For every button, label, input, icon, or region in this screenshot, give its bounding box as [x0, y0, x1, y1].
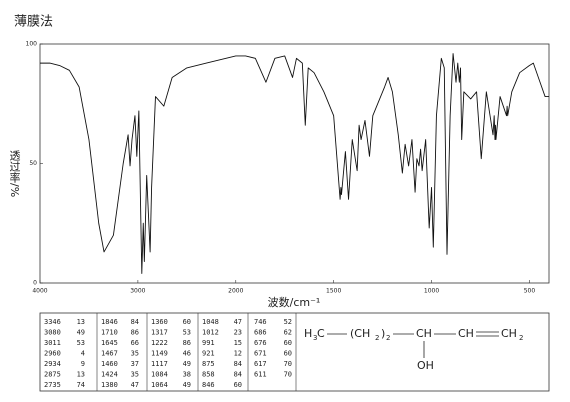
peak-wavenumber: 1467 — [101, 350, 118, 358]
formula-part: 3 — [313, 334, 317, 342]
peak-wavenumber: 3011 — [44, 339, 61, 347]
peak-transmittance: 70 — [284, 371, 292, 379]
peak-transmittance: 49 — [183, 381, 191, 389]
peak-transmittance: 60 — [284, 339, 292, 347]
peak-transmittance: 35 — [131, 371, 139, 379]
peak-transmittance: 53 — [183, 329, 191, 337]
peak-transmittance: 60 — [234, 381, 242, 389]
y-axis-label: 透过率/% — [8, 150, 21, 197]
peak-wavenumber: 1222 — [151, 339, 168, 347]
peak-wavenumber: 3346 — [44, 318, 61, 326]
x-tick-label: 4000 — [32, 288, 47, 295]
peak-wavenumber: 1460 — [101, 360, 118, 368]
peak-transmittance: 13 — [77, 318, 85, 326]
formula-part: 2 — [519, 334, 523, 342]
peak-wavenumber: 3080 — [44, 329, 61, 337]
peak-wavenumber: 1084 — [151, 371, 168, 379]
peak-wavenumber: 846 — [202, 381, 215, 389]
peak-transmittance: 49 — [183, 360, 191, 368]
peak-wavenumber: 1710 — [101, 329, 118, 337]
peak-transmittance: 12 — [234, 350, 242, 358]
peak-transmittance: 74 — [77, 381, 85, 389]
peak-transmittance: 9 — [81, 360, 85, 368]
formula-part: CH — [501, 327, 517, 340]
peak-wavenumber: 2960 — [44, 350, 61, 358]
peak-transmittance: 84 — [234, 371, 242, 379]
peak-transmittance: 86 — [131, 329, 139, 337]
peak-transmittance: 47 — [234, 318, 242, 326]
peak-transmittance: 52 — [284, 318, 292, 326]
y-tick-label: 0 — [33, 280, 37, 287]
formula-part: (CH — [350, 327, 370, 340]
peak-transmittance: 23 — [234, 329, 242, 337]
peak-transmittance: 60 — [284, 350, 292, 358]
peak-wavenumber: 1117 — [151, 360, 168, 368]
peak-transmittance: 86 — [183, 339, 191, 347]
peak-transmittance: 70 — [284, 360, 292, 368]
peak-wavenumber: 1645 — [101, 339, 118, 347]
formula-part: C — [317, 327, 325, 340]
y-tick-label: 100 — [26, 41, 38, 48]
y-tick-label: 50 — [29, 160, 37, 167]
x-axis-label: 波数/cm⁻¹ — [268, 296, 321, 309]
formula-part: 2 — [386, 334, 390, 342]
formula-part: ) — [381, 327, 385, 340]
peak-wavenumber: 991 — [202, 339, 215, 347]
peak-wavenumber: 686 — [254, 329, 267, 337]
chart-title: 薄膜法 — [14, 15, 53, 30]
peak-transmittance: 66 — [131, 339, 139, 347]
peak-transmittance: 46 — [183, 350, 191, 358]
peak-wavenumber: 2875 — [44, 371, 61, 379]
formula-part: 2 — [375, 334, 379, 342]
peak-transmittance: 49 — [77, 329, 85, 337]
peak-transmittance: 13 — [77, 371, 85, 379]
x-tick-label: 1500 — [326, 288, 341, 295]
peak-wavenumber: 1846 — [101, 318, 118, 326]
peak-wavenumber: 1424 — [101, 371, 118, 379]
peak-transmittance: 38 — [183, 371, 191, 379]
peak-transmittance: 84 — [131, 318, 139, 326]
peak-wavenumber: 676 — [254, 339, 267, 347]
peak-transmittance: 53 — [77, 339, 85, 347]
peak-wavenumber: 671 — [254, 350, 267, 358]
formula-part: CH — [416, 327, 432, 340]
x-tick-label: 2000 — [228, 288, 243, 295]
peak-wavenumber: 858 — [202, 371, 215, 379]
peak-wavenumber: 875 — [202, 360, 215, 368]
peak-wavenumber: 617 — [254, 360, 267, 368]
peak-transmittance: 47 — [131, 381, 139, 389]
peak-transmittance: 4 — [81, 350, 85, 358]
peak-wavenumber: 1317 — [151, 329, 168, 337]
peak-wavenumber: 921 — [202, 350, 215, 358]
substituent: OH — [417, 359, 434, 372]
peak-transmittance: 37 — [131, 360, 139, 368]
peak-transmittance: 84 — [234, 360, 242, 368]
peak-wavenumber: 746 — [254, 318, 267, 326]
peak-table — [39, 312, 550, 392]
peak-wavenumber: 611 — [254, 371, 267, 379]
peak-transmittance: 35 — [131, 350, 139, 358]
peak-transmittance: 60 — [183, 318, 191, 326]
plot-frame — [39, 43, 550, 284]
peak-transmittance: 62 — [284, 329, 292, 337]
peak-wavenumber: 1380 — [101, 381, 118, 389]
peak-wavenumber: 1064 — [151, 381, 168, 389]
table-frame — [39, 312, 550, 392]
formula-part: CH — [458, 327, 474, 340]
spectrum-line — [40, 53, 549, 274]
peak-wavenumber: 1012 — [202, 329, 219, 337]
peak-wavenumber: 2934 — [44, 360, 61, 368]
peak-transmittance: 15 — [234, 339, 242, 347]
peak-wavenumber: 1048 — [202, 318, 219, 326]
x-tick-label: 3000 — [130, 288, 145, 295]
x-tick-label: 1000 — [424, 288, 439, 295]
formula-part: H — [304, 327, 312, 340]
structure: H 3 C (CH 2 ) 2 CH CH CH 2 OH — [304, 327, 523, 372]
x-tick-label: 500 — [524, 288, 536, 295]
peak-wavenumber: 2735 — [44, 381, 61, 389]
peak-wavenumber: 1360 — [151, 318, 168, 326]
peak-wavenumber: 1149 — [151, 350, 168, 358]
